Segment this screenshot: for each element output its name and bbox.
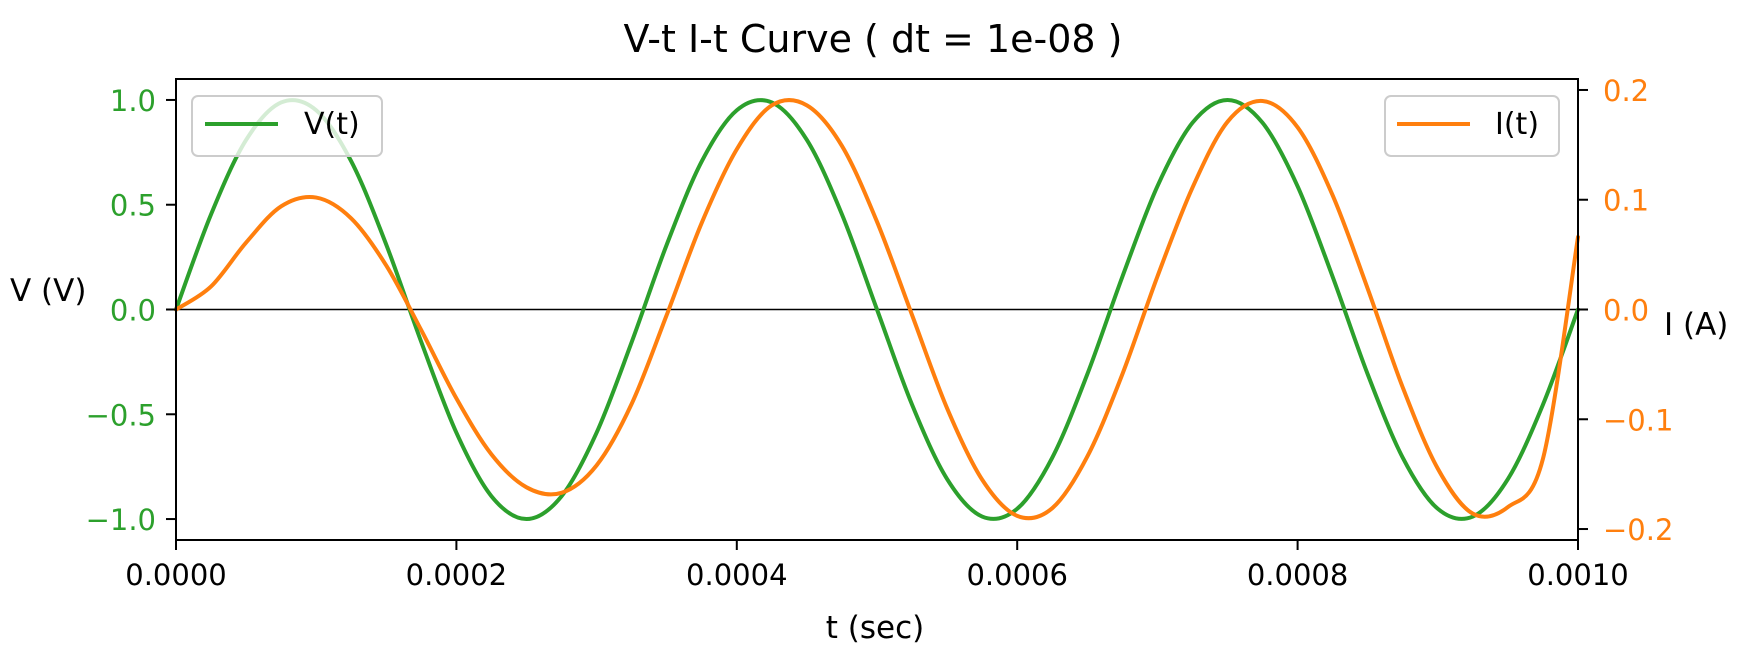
y-axis-left: 1.0 0.5 0.0 −0.5 −1.0 bbox=[86, 84, 176, 537]
y-right-tick-label: −0.2 bbox=[1603, 513, 1673, 547]
y-left-tick-label: 1.0 bbox=[110, 84, 156, 118]
x-tick-label: 0.0008 bbox=[1247, 558, 1348, 592]
y-left-tick-label: −1.0 bbox=[86, 503, 156, 537]
x-tick-label: 0.0004 bbox=[686, 558, 787, 592]
legend-current-box bbox=[1384, 95, 1560, 157]
x-tick-label: 0.0002 bbox=[406, 558, 507, 592]
legend-voltage-label: V(t) bbox=[304, 107, 360, 142]
legend-current-label: I(t) bbox=[1495, 107, 1539, 142]
y-axis-right: 0.2 0.1 0.0 −0.1 −0.2 bbox=[1578, 74, 1673, 547]
legend-voltage-box bbox=[191, 95, 383, 157]
y-axis-left-label: V (V) bbox=[10, 273, 86, 309]
plot-area bbox=[174, 78, 1580, 541]
legend-voltage: V(t) bbox=[191, 95, 383, 157]
current-series-line bbox=[174, 98, 1580, 521]
x-tick-label: 0.0006 bbox=[966, 558, 1067, 592]
legend-current: I(t) bbox=[1384, 95, 1560, 157]
series-layer bbox=[174, 97, 1580, 522]
y-left-tick-label: 0.0 bbox=[110, 294, 156, 328]
y-right-tick-label: −0.1 bbox=[1603, 403, 1673, 437]
y-right-tick-label: 0.0 bbox=[1603, 294, 1649, 328]
x-tick-label: 0.0000 bbox=[125, 558, 226, 592]
y-left-tick-label: −0.5 bbox=[86, 398, 156, 432]
y-left-tick-label: 0.5 bbox=[110, 189, 156, 223]
x-axis-label: t (sec) bbox=[826, 610, 924, 646]
x-tick-label: 0.0010 bbox=[1527, 558, 1628, 592]
y-right-tick-label: 0.1 bbox=[1603, 184, 1649, 218]
x-axis: 0.0000 0.0002 0.0004 0.0006 0.0008 0.0010 bbox=[125, 540, 1629, 592]
y-axis-right-label: I (A) bbox=[1664, 307, 1728, 343]
chart-title: V-t I-t Curve ( dt = 1e-08 ) bbox=[624, 17, 1123, 61]
y-right-tick-label: 0.2 bbox=[1603, 74, 1649, 108]
